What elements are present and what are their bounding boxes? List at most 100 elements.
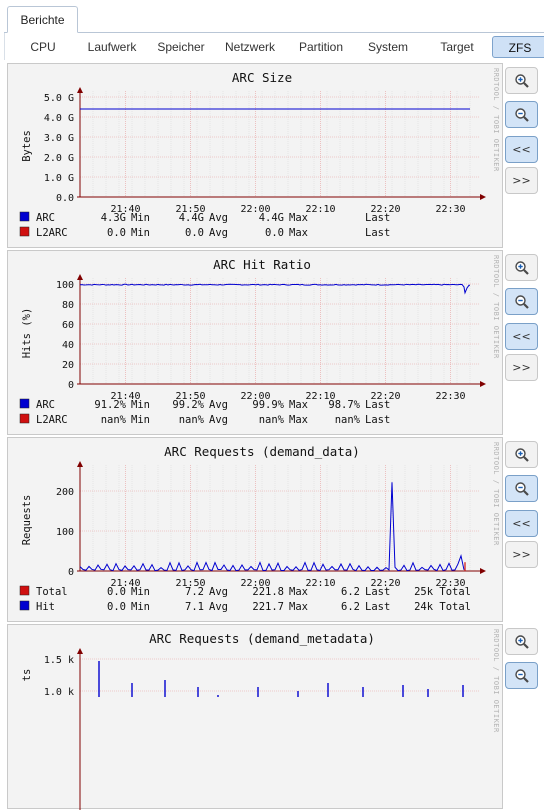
x-tick-label: 21:50: [175, 204, 205, 215]
y-ticks: 0 100 200: [56, 487, 74, 578]
zoom-in-icon: [514, 74, 529, 88]
subtab-bar: CPU Laufwerk Speicher Netzwerk Partition…: [4, 33, 544, 60]
legend-value: Min: [131, 586, 150, 598]
subtab-laufwerk[interactable]: Laufwerk: [87, 40, 137, 54]
legend-value: Min: [131, 227, 150, 239]
graph-title: ARC Size: [232, 70, 292, 85]
tab-berichte[interactable]: Berichte: [7, 6, 78, 33]
forward-button[interactable]: >>: [505, 541, 538, 568]
graph-panel-4: ARC Requests (demand_metadata) ts 1.0 k 1.5…: [7, 624, 503, 810]
legend-value: 221.8: [252, 586, 284, 598]
legend-value: 0.0: [107, 586, 126, 598]
legend-name: Hit: [36, 601, 55, 613]
legend-value: Avg: [209, 399, 228, 411]
legend-value: nan%: [179, 414, 205, 426]
axes: [77, 87, 486, 200]
series-hit-line: [79, 482, 465, 572]
zoom-out-button[interactable]: [505, 288, 538, 315]
legend-value: Last: [365, 586, 390, 598]
forward-button[interactable]: >>: [505, 354, 538, 381]
legend-value: Avg: [209, 414, 228, 426]
legend-value: Last: [365, 227, 390, 239]
x-tick-label: 22:30: [435, 578, 465, 589]
y-tick-label: 1.5 k: [44, 655, 74, 666]
y-axis-label: Bytes: [21, 130, 33, 162]
legend-value: Avg: [209, 586, 228, 598]
series-group: [98, 661, 464, 697]
legend-name: ARC: [36, 212, 55, 224]
legend-value: Avg: [209, 212, 228, 224]
series-group: [79, 283, 470, 295]
forward-button[interactable]: >>: [505, 167, 538, 194]
x-tick-label: 22:10: [305, 578, 335, 589]
axes: [77, 648, 83, 810]
zoom-in-button[interactable]: [505, 67, 538, 94]
zoom-in-button[interactable]: [505, 441, 538, 468]
legend-value: nan%: [101, 414, 127, 426]
zoom-out-button[interactable]: [505, 101, 538, 128]
subtab-speicher[interactable]: Speicher: [157, 40, 205, 54]
zoom-in-icon: [514, 448, 529, 462]
back-button[interactable]: <<: [505, 510, 538, 537]
legend-swatch: [19, 585, 30, 596]
legend-value: 24k Total: [414, 601, 471, 613]
legend-value: 0.0: [185, 227, 204, 239]
subtab-zfs[interactable]: ZFS: [492, 36, 544, 58]
legend-value: 7.1: [185, 601, 204, 613]
y-tick-label: 2.0 G: [44, 153, 74, 164]
subtab-partition[interactable]: Partition: [298, 40, 344, 54]
y-tick-label: 100: [56, 527, 74, 538]
legend-value: 25k Total: [414, 586, 471, 598]
rrdtool-watermark: RRDTOOL / TOBI OETIKER: [492, 442, 500, 546]
y-axis-label: ts: [21, 669, 33, 682]
legend-value: Max: [289, 414, 308, 426]
legend-value: 4.3G: [101, 212, 126, 224]
legend-swatch: [19, 413, 30, 424]
back-button[interactable]: <<: [505, 323, 538, 350]
y-tick-label: 200: [56, 487, 74, 498]
subtab-system[interactable]: System: [367, 40, 408, 54]
legend-value: 7.2: [185, 586, 204, 598]
zoom-in-icon: [514, 261, 529, 275]
subtab-netzwerk[interactable]: Netzwerk: [224, 40, 275, 54]
legend-value: 0.0: [107, 601, 126, 613]
y-tick-label: 80: [62, 300, 74, 311]
legend-value: nan%: [335, 414, 361, 426]
legend-value: Last: [365, 399, 390, 411]
zoom-out-button[interactable]: [505, 662, 538, 689]
legend-swatch: [19, 398, 30, 409]
legend-value: Min: [131, 601, 150, 613]
series-group: [79, 482, 466, 572]
y-tick-label: 5.0 G: [44, 93, 74, 104]
zoom-out-icon: [514, 669, 529, 683]
zoom-out-button[interactable]: [505, 475, 538, 502]
y-tick-label: 20: [62, 360, 74, 371]
legend-swatch: [19, 211, 30, 222]
zoom-in-button[interactable]: [505, 254, 538, 281]
subtab-target[interactable]: Target: [440, 40, 474, 54]
graph-title: ARC Requests (demand_metadata): [149, 631, 375, 646]
y-ticks: 0.0 1.0 G 2.0 G 3.0 G 4.0 G 5.0 G: [44, 93, 74, 204]
legend-value: 4.4G: [179, 212, 204, 224]
y-tick-label: 4.0 G: [44, 113, 74, 124]
legend-name: ARC: [36, 399, 55, 411]
tab-strip-divider: [4, 32, 544, 33]
grid: [79, 278, 480, 385]
legend-value: 0.0: [107, 227, 126, 239]
zoom-out-icon: [514, 108, 529, 122]
legend-value: Min: [131, 414, 150, 426]
grid: [79, 91, 480, 198]
x-tick-label: 22:30: [435, 391, 465, 402]
legend-value: Avg: [209, 601, 228, 613]
zoom-in-button[interactable]: [505, 628, 538, 655]
subtab-cpu[interactable]: CPU: [30, 40, 56, 54]
back-button[interactable]: <<: [505, 136, 538, 163]
legend-value: Avg: [209, 227, 228, 239]
x-tick-label: 21:50: [175, 578, 205, 589]
x-ticks: 21:40 21:50 22:00 22:10 22:20 22:30: [110, 391, 465, 402]
y-tick-label: 100: [56, 280, 74, 291]
graph-canvas: ARC Size Bytes 0.0 1.0 G 2.0 G 3.0 G 4.0 G 5.0 …: [19, 70, 486, 239]
legend-value: Min: [131, 399, 150, 411]
rrdtool-watermark: RRDTOOL / TOBI OETIKER: [492, 68, 500, 172]
